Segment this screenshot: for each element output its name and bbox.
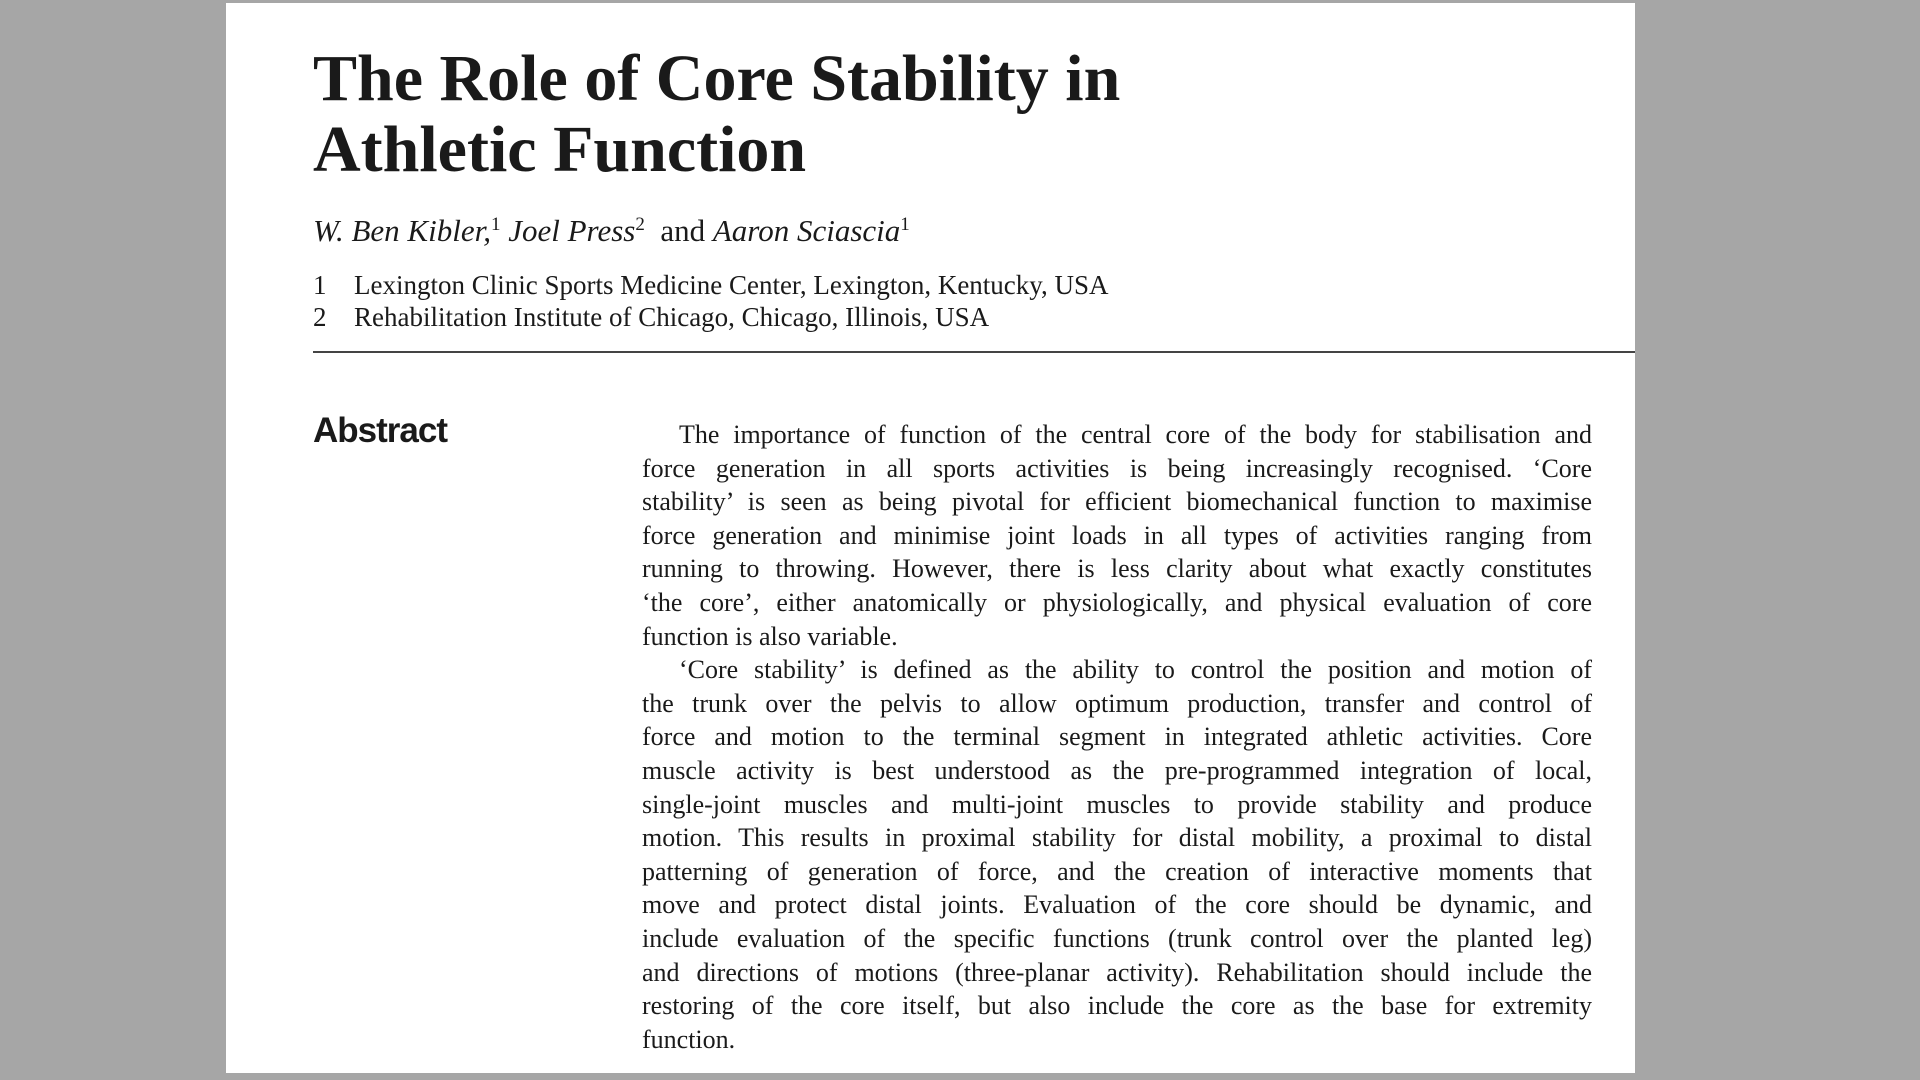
title: The Role of Core Stability in Athletic Fu… bbox=[313, 43, 1120, 185]
affiliations: 1 Lexington Clinic Sports Medicine Center… bbox=[313, 269, 1109, 333]
text-line: The importance of function of the centra… bbox=[679, 420, 1592, 449]
text-line: restoring of the core itself, but also i… bbox=[642, 991, 1592, 1021]
text-line: force generation in all sports activitie… bbox=[642, 453, 1592, 483]
text-line: move and protect distal joints. Evaluati… bbox=[642, 890, 1592, 920]
text-line: stability’ is seen as being pivotal for … bbox=[642, 487, 1592, 517]
text-line: ‘Core stability’ is defined as the abili… bbox=[679, 655, 1592, 685]
author-connector: and bbox=[660, 213, 706, 248]
abstract-body: The importance of function of the centra… bbox=[642, 418, 1592, 1056]
text-line: single-joint muscles and multi-joint mus… bbox=[642, 789, 1592, 819]
text-line: function. bbox=[642, 1024, 736, 1054]
text-line: muscle activity is best understood as th… bbox=[642, 755, 1592, 785]
text-line: and directions of motions (three-planar … bbox=[642, 957, 1592, 987]
paragraph: ‘Core stability’ is defined as the abili… bbox=[642, 653, 1592, 1056]
affiliation-text: Lexington Clinic Sports Medicine Center,… bbox=[354, 270, 1109, 300]
affiliation-number: 2 bbox=[313, 302, 327, 332]
author-affiliation-mark: 1 bbox=[900, 214, 910, 235]
text-line: include evaluation of the specific funct… bbox=[642, 923, 1592, 953]
author-affiliation-mark: 2 bbox=[635, 214, 645, 235]
affiliation: 2 Rehabilitation Institute of Chicago, Ch… bbox=[313, 301, 1109, 333]
abstract-heading: Abstract bbox=[313, 411, 448, 450]
affiliation-number: 1 bbox=[313, 270, 327, 300]
author-name: Joel Press bbox=[508, 213, 636, 248]
text-line: ‘the core’, either anatomically or physi… bbox=[642, 587, 1592, 617]
text-line: running to throwing. However, there is l… bbox=[642, 554, 1592, 584]
text-line: the trunk over the pelvis to allow optim… bbox=[642, 688, 1592, 718]
affiliation: 1 Lexington Clinic Sports Medicine Center… bbox=[313, 269, 1109, 301]
divider bbox=[313, 351, 1635, 353]
text-line: function is also variable. bbox=[642, 621, 898, 651]
authors: W. Ben Kibler,1 Joel Press2 and Aaron Sc… bbox=[313, 213, 910, 249]
text-line: force and motion to the terminal segment… bbox=[642, 722, 1592, 752]
author-name: Aaron Sciascia bbox=[712, 213, 901, 248]
affiliation-text: Rehabilitation Institute of Chicago, Chi… bbox=[354, 302, 990, 332]
text-line: motion. This results in proximal stabili… bbox=[642, 823, 1592, 853]
title-line: The Role of Core Stability in bbox=[313, 42, 1121, 115]
text-line: patterning of generation of force, and t… bbox=[642, 856, 1592, 886]
title-line: Athletic Function bbox=[313, 113, 807, 186]
author-affiliation-mark: 1 bbox=[490, 214, 501, 235]
paragraph: The importance of function of the centra… bbox=[642, 418, 1592, 653]
document-page: The Role of Core Stability in Athletic Fu… bbox=[226, 3, 1635, 1073]
author-name: W. Ben Kibler, bbox=[313, 213, 491, 248]
text-line: force generation and minimise joint load… bbox=[642, 520, 1592, 550]
